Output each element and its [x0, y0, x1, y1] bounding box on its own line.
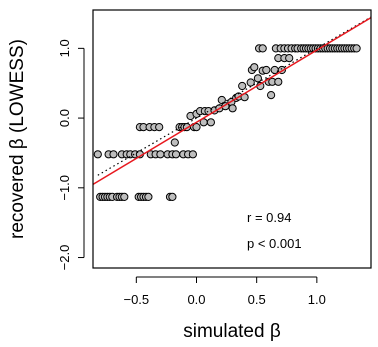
data-point: [262, 65, 271, 75]
x-tick-label: 0.5: [248, 292, 266, 307]
data-point: [120, 192, 129, 201]
data-point: [171, 150, 181, 159]
fit-line: [93, 17, 371, 185]
x-tick-label: 0.0: [187, 292, 205, 307]
p-value-annotation: p < 0.001: [247, 236, 302, 251]
data-point: [144, 192, 153, 201]
plot-frame: [92, 9, 372, 269]
data-point: [238, 81, 247, 91]
x-axis-title: simulated β: [183, 321, 281, 342]
data-point: [109, 150, 118, 159]
y-tick-label: −1.0: [57, 175, 72, 201]
data-point: [274, 77, 283, 86]
data-point: [250, 63, 259, 72]
y-tick-label: 0.0: [57, 109, 72, 127]
x-tick-label: −0.5: [123, 292, 149, 307]
data-point: [217, 95, 226, 105]
data-point: [192, 123, 201, 132]
data-point: [206, 118, 215, 127]
data-point: [267, 91, 276, 100]
data-point: [168, 192, 177, 201]
x-tick-label: 1.0: [308, 292, 326, 307]
correlation-annotation: r = 0.94: [247, 210, 291, 225]
data-point: [93, 150, 102, 159]
y-tick-label: 1.0: [57, 39, 72, 57]
data-point: [155, 123, 164, 132]
data-point: [253, 74, 262, 83]
data-point: [258, 44, 267, 53]
data-point: [170, 138, 179, 147]
data-point: [156, 150, 165, 159]
data-point: [228, 104, 237, 113]
y-tick-label: −2.0: [57, 245, 72, 271]
data-point: [188, 150, 197, 159]
y-axis-title: recovered β (LOWESS): [7, 39, 28, 239]
data-point: [352, 44, 361, 53]
data-point: [246, 78, 255, 87]
data-point: [285, 54, 294, 63]
data-point: [270, 65, 279, 75]
identity-line: [97, 16, 371, 176]
